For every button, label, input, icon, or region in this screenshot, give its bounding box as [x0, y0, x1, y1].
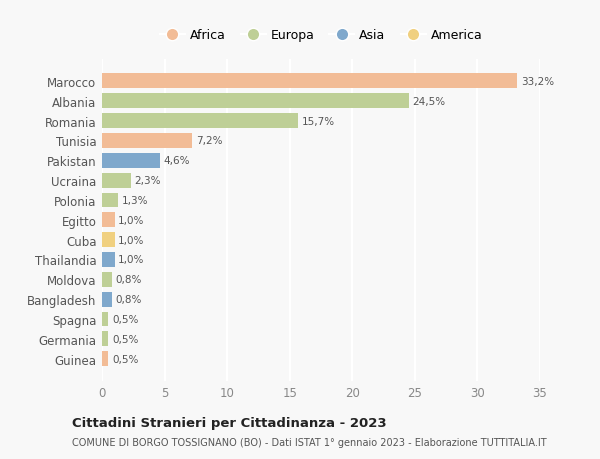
Bar — [102, 292, 112, 307]
Text: 0,5%: 0,5% — [112, 354, 139, 364]
Bar — [102, 153, 160, 168]
Bar — [102, 252, 115, 267]
Bar — [102, 352, 108, 366]
Bar — [102, 114, 298, 129]
Bar — [102, 174, 131, 188]
Legend: Africa, Europa, Asia, America: Africa, Europa, Asia, America — [155, 24, 487, 47]
Text: 24,5%: 24,5% — [412, 96, 445, 106]
Bar — [102, 312, 108, 327]
Bar — [102, 332, 108, 347]
Text: 7,2%: 7,2% — [196, 136, 223, 146]
Text: 4,6%: 4,6% — [163, 156, 190, 166]
Bar — [102, 74, 517, 89]
Text: COMUNE DI BORGO TOSSIGNANO (BO) - Dati ISTAT 1° gennaio 2023 - Elaborazione TUTT: COMUNE DI BORGO TOSSIGNANO (BO) - Dati I… — [72, 437, 547, 447]
Text: 2,3%: 2,3% — [134, 176, 161, 186]
Text: 15,7%: 15,7% — [302, 116, 335, 126]
Bar — [102, 193, 118, 208]
Text: 33,2%: 33,2% — [521, 77, 554, 87]
Text: 0,5%: 0,5% — [112, 314, 139, 325]
Text: 1,0%: 1,0% — [118, 255, 145, 265]
Text: 1,3%: 1,3% — [122, 196, 149, 206]
Bar — [102, 272, 112, 287]
Text: 1,0%: 1,0% — [118, 235, 145, 245]
Text: Cittadini Stranieri per Cittadinanza - 2023: Cittadini Stranieri per Cittadinanza - 2… — [72, 416, 386, 429]
Text: 0,8%: 0,8% — [116, 295, 142, 304]
Bar — [102, 213, 115, 228]
Bar — [102, 94, 409, 109]
Text: 0,5%: 0,5% — [112, 334, 139, 344]
Text: 0,8%: 0,8% — [116, 275, 142, 285]
Text: 1,0%: 1,0% — [118, 215, 145, 225]
Bar — [102, 233, 115, 247]
Bar — [102, 134, 192, 149]
